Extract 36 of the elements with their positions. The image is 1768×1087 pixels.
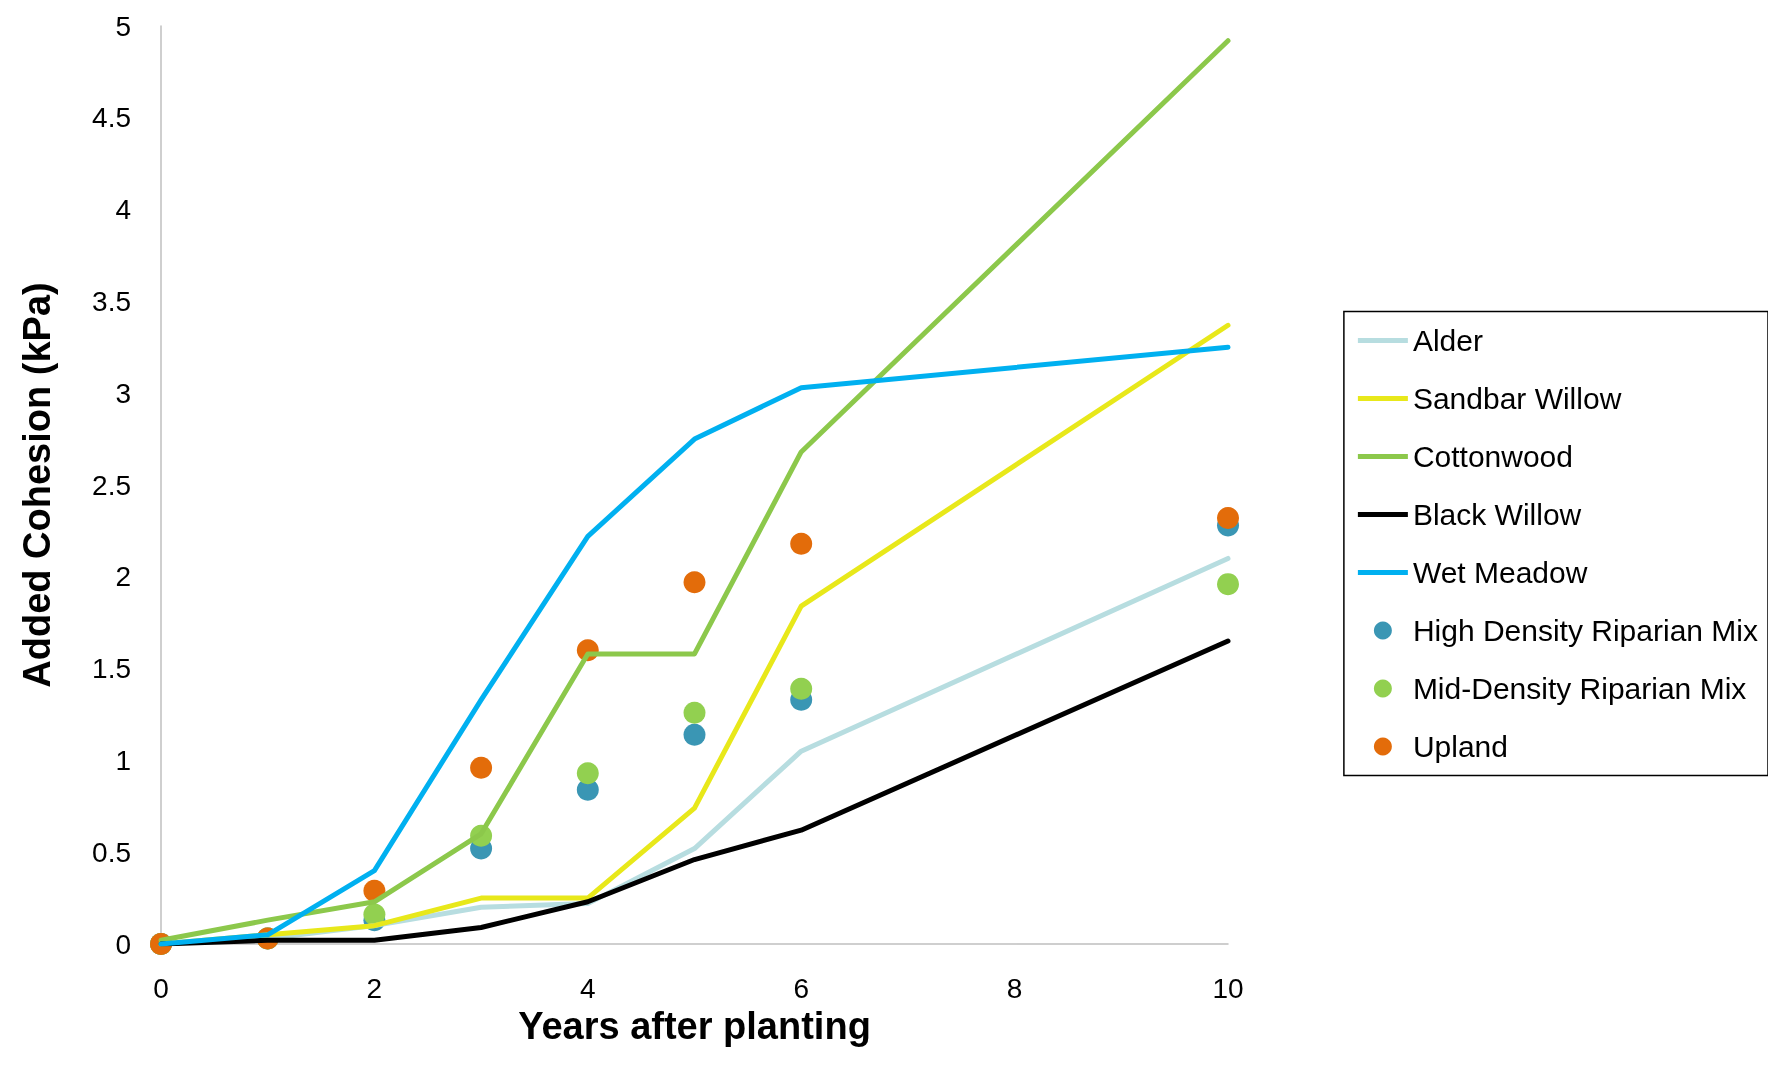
point (1217, 507, 1239, 530)
legend-label: Sandbar Willow (1412, 382, 1622, 415)
y-tick-label: 3 (115, 377, 131, 409)
x-tick-label: 8 (1006, 972, 1023, 1004)
point (790, 677, 813, 700)
legend-label: High Density Riparian Mix (1412, 614, 1759, 647)
legend-label: Alder (1412, 324, 1483, 357)
point (1217, 573, 1239, 596)
point (576, 762, 599, 785)
y-tick-label: 2.5 (92, 469, 131, 501)
point (470, 756, 493, 779)
y-tick-label: 5 (115, 10, 131, 42)
legend-label: Upland (1412, 730, 1508, 763)
point (683, 723, 706, 746)
y-tick-label: 4 (115, 194, 131, 226)
legend-label: Wet Meadow (1412, 556, 1588, 589)
legend-label: Cottonwood (1412, 440, 1573, 473)
y-tick-label: 3.5 (92, 285, 131, 317)
point (790, 532, 813, 555)
y-tick-label: 1.5 (92, 653, 131, 685)
legend-label: Black Willow (1412, 498, 1582, 531)
x-tick-label: 6 (793, 972, 809, 1004)
point (683, 701, 706, 724)
y-tick-label: 4.5 (92, 102, 131, 134)
x-axis-title: Years after planting (518, 1004, 871, 1047)
x-tick-label: 10 (1212, 972, 1244, 1004)
x-tick-label: 4 (580, 972, 596, 1004)
y-tick-label: 0.5 (92, 836, 131, 868)
y-tick-label: 0 (115, 928, 131, 960)
x-tick-label: 2 (366, 972, 383, 1004)
y-tick-label: 1 (115, 744, 131, 776)
point (683, 571, 706, 594)
y-axis-title: Added Cohesion (kPa) (16, 282, 58, 688)
y-tick-label: 2 (115, 561, 131, 593)
x-tick-label: 0 (153, 972, 169, 1004)
legend-label: Mid-Density Riparian Mix (1412, 672, 1747, 705)
